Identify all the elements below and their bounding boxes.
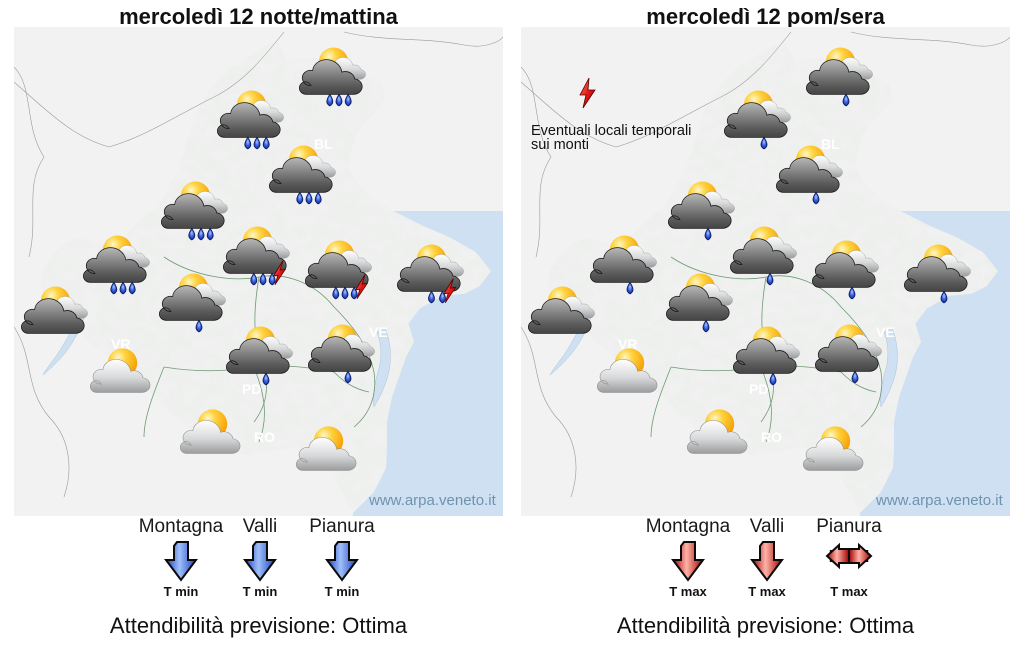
svg-text:PD: PD	[242, 381, 261, 397]
svg-text:RO: RO	[254, 429, 275, 445]
svg-text:VE: VE	[876, 324, 895, 340]
svg-text:BL: BL	[821, 136, 840, 152]
svg-text:RO: RO	[761, 429, 782, 445]
svg-text:www.arpa.veneto.it: www.arpa.veneto.it	[875, 492, 1004, 509]
svg-text:www.arpa.veneto.it: www.arpa.veneto.it	[368, 492, 497, 509]
svg-text:BL: BL	[314, 136, 333, 152]
svg-text:sui monti: sui monti	[531, 137, 589, 153]
svg-text:PD: PD	[749, 381, 768, 397]
svg-text:VE: VE	[369, 324, 388, 340]
